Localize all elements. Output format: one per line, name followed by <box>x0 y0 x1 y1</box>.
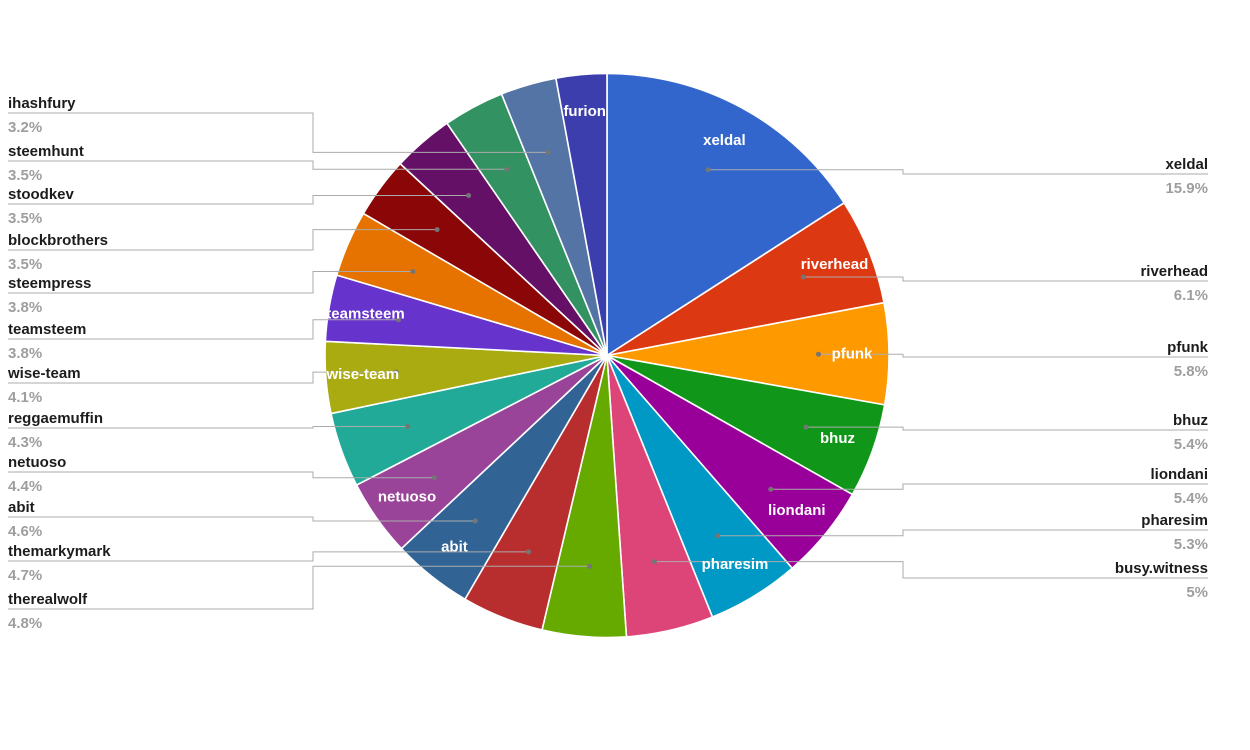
callout-percent-steemhunt: 3.5% <box>8 167 42 184</box>
callout-name-xeldal: xeldal <box>1165 156 1208 173</box>
leader-dot-abit <box>472 518 478 524</box>
leader-line-wise-team <box>8 371 397 384</box>
callout-percent-blockbrothers: 3.5% <box>8 256 42 273</box>
leader-dot-liondani <box>768 486 774 492</box>
callout-percent-stoodkev: 3.5% <box>8 210 42 227</box>
leader-dot-bhuz <box>803 424 809 430</box>
leader-lines <box>8 112 1208 610</box>
leader-dot-themarkymark <box>526 549 531 555</box>
callout-name-themarkymark: themarkymark <box>8 543 111 560</box>
callout-labels: xeldal 15.9% riverhead 6.1% pfunk 5.8% bhuz 5.4… <box>7 95 1209 632</box>
callout-name-netuoso: netuoso <box>8 454 66 471</box>
leader-dot-wise-team <box>393 369 399 375</box>
leader-line-teamsteem <box>8 319 399 340</box>
leader-dot-therealwolf <box>587 563 593 569</box>
callout-name-wise-team: wise-team <box>7 365 81 382</box>
leader-line-pharesim <box>717 529 1208 537</box>
leader-dot-blockbrothers <box>434 227 440 233</box>
leader-dot-netuoso <box>431 475 437 481</box>
callout-percent-steempress: 3.8% <box>8 299 42 316</box>
leader-dot-busy.witness <box>651 559 657 565</box>
callout-name-ihashfury: ihashfury <box>8 95 76 112</box>
leader-line-steempress <box>8 271 413 294</box>
leader-line-busy.witness <box>654 561 1208 579</box>
callout-name-abit: abit <box>8 499 35 516</box>
callout-percent-therealwolf: 4.8% <box>8 615 42 632</box>
callout-name-pfunk: pfunk <box>1167 339 1208 356</box>
leader-line-blockbrothers <box>8 229 438 251</box>
callout-name-pharesim: pharesim <box>1141 512 1208 529</box>
leader-dot-stoodkev <box>466 193 472 198</box>
callout-percent-pfunk: 5.8% <box>1174 363 1208 380</box>
callout-percent-riverhead: 6.1% <box>1174 287 1208 304</box>
leader-dot-pharesim <box>715 533 720 539</box>
callout-percent-netuoso: 4.4% <box>8 478 42 495</box>
pie-slice-furion[interactable] <box>555 72 608 357</box>
callout-percent-teamsteem: 3.8% <box>8 345 42 362</box>
callout-percent-liondani: 5.4% <box>1174 490 1208 507</box>
leader-line-pfunk <box>818 353 1208 358</box>
leader-dot-steempress <box>410 269 416 274</box>
callout-name-teamsteem: teamsteem <box>8 321 86 338</box>
pie-slice-xeldal[interactable] <box>606 72 845 357</box>
leader-line-steemhunt <box>8 160 507 170</box>
callout-percent-pharesim: 5.3% <box>1174 536 1208 553</box>
leader-dot-reggaemuffin <box>405 424 411 429</box>
leader-dot-riverhead <box>800 274 806 280</box>
callout-percent-ihashfury: 3.2% <box>8 119 42 136</box>
callout-name-busy.witness: busy.witness <box>1115 560 1208 577</box>
callout-name-steemhunt: steemhunt <box>8 143 84 160</box>
pie-slices <box>324 72 890 639</box>
leader-line-netuoso <box>8 471 435 479</box>
leader-dot-pfunk <box>816 351 821 357</box>
callout-percent-reggaemuffin: 4.3% <box>8 434 42 451</box>
leader-dot-ihashfury <box>545 149 551 155</box>
callout-percent-xeldal: 15.9% <box>1165 180 1208 197</box>
callout-name-stoodkev: stoodkev <box>8 186 75 203</box>
callout-name-liondani: liondani <box>1151 466 1209 483</box>
callout-percent-wise-team: 4.1% <box>8 389 42 406</box>
callout-name-reggaemuffin: reggaemuffin <box>8 410 103 427</box>
callout-name-riverhead: riverhead <box>1140 263 1208 280</box>
callout-percent-themarkymark: 4.7% <box>8 567 42 584</box>
leader-line-bhuz <box>806 426 1208 431</box>
leader-line-xeldal <box>708 169 1208 175</box>
leader-line-abit <box>8 516 476 522</box>
leader-line-ihashfury <box>8 112 548 153</box>
callout-percent-abit: 4.6% <box>8 523 42 540</box>
leader-dot-xeldal <box>705 167 711 173</box>
callout-percent-bhuz: 5.4% <box>1174 436 1208 453</box>
callout-name-steempress: steempress <box>8 275 91 292</box>
leader-line-themarkymark <box>8 551 529 562</box>
callout-name-bhuz: bhuz <box>1173 412 1208 429</box>
leader-line-reggaemuffin <box>8 426 408 429</box>
leader-dot-teamsteem <box>396 317 401 323</box>
leader-line-liondani <box>770 483 1208 490</box>
leader-line-riverhead <box>803 276 1208 282</box>
leader-dot-steemhunt <box>504 166 510 172</box>
callout-name-blockbrothers: blockbrothers <box>8 232 108 249</box>
callout-percent-busy.witness: 5% <box>1186 584 1208 601</box>
leader-line-stoodkev <box>8 195 469 205</box>
leader-line-therealwolf <box>8 565 590 610</box>
callout-name-therealwolf: therealwolf <box>8 591 88 608</box>
